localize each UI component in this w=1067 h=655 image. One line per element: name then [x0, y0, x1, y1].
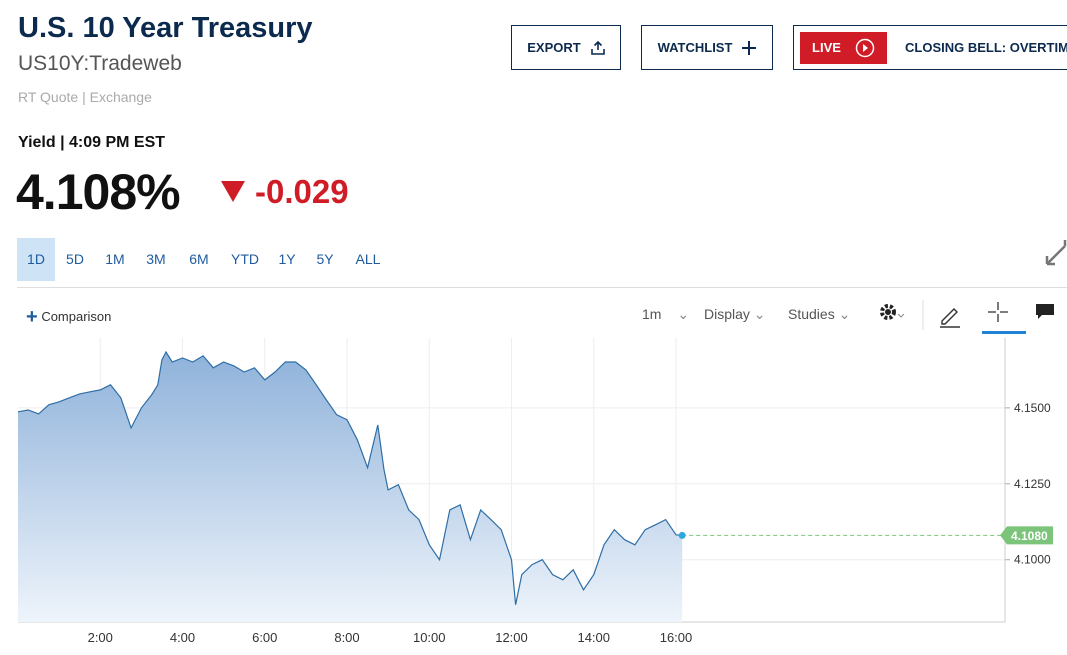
display[interactable]: Display ⌄ [704, 306, 766, 322]
range-button[interactable]: 5D [66, 251, 84, 267]
range-button[interactable]: 1M [105, 251, 125, 267]
x-tick-label: 12:00 [495, 630, 528, 645]
last-point [678, 531, 686, 539]
plus-icon [742, 40, 757, 55]
live-label: LIVE [812, 40, 841, 55]
symbol: US10Y:Tradeweb [18, 52, 182, 75]
x-tick-label: 16:00 [660, 630, 693, 645]
settings-icon[interactable] [880, 304, 905, 320]
play-icon [855, 38, 875, 57]
x-tick-label: 8:00 [334, 630, 359, 645]
comment-icon[interactable] [1036, 304, 1054, 319]
crosshair-icon[interactable] [988, 302, 1008, 322]
x-tick-label: 14:00 [577, 630, 610, 645]
chart: 2:00 4:00 6:00 8:00 10:00 12:00 14:00 16:00 4.10… [17, 338, 1053, 645]
x-tick-label: 4:00 [170, 630, 195, 645]
y-tick-label: 4.1000 [1014, 553, 1051, 567]
range-button[interactable]: 1D [17, 238, 55, 281]
active-tab [982, 331, 1026, 334]
area [18, 352, 683, 622]
expand-icon[interactable] [1044, 238, 1067, 266]
x-tick-label: 6:00 [252, 630, 277, 645]
range-button[interactable]: 5Y [316, 251, 334, 267]
current-label: 4.1080 [1011, 529, 1048, 543]
separator [17, 287, 1067, 288]
quote-type: RT Quote | Exchange [18, 89, 152, 105]
interval[interactable]: 1m ⌄ [642, 306, 690, 322]
tool-icons [880, 300, 1054, 334]
range-button[interactable]: 1Y [278, 251, 296, 267]
studies-label: Studies [788, 306, 835, 322]
x-tick-label: 10:00 [413, 630, 446, 645]
draw-icon[interactable] [940, 308, 960, 328]
range-button[interactable]: YTD [231, 251, 259, 267]
comparison-label: Comparison [41, 309, 112, 324]
export-icon [590, 40, 605, 55]
watchlist-button[interactable]: WATCHLIST [641, 25, 773, 70]
down-arrow [221, 181, 245, 202]
export-label: EXPORT [527, 40, 581, 55]
live-show: CLOSING BELL: OVERTIME [905, 40, 1067, 55]
price: 4.108% [16, 164, 181, 220]
display-label: Display [704, 306, 750, 322]
studies[interactable]: Studies ⌄ [788, 306, 851, 322]
title: U.S. 10 Year Treasury [18, 12, 313, 44]
live-badge: LIVE [800, 31, 887, 64]
change: -0.029 [255, 173, 349, 210]
quote-label: Yield | 4:09 PM EST [18, 134, 166, 151]
range-button[interactable]: 3M [146, 251, 166, 267]
line [17, 350, 683, 605]
comparison[interactable]: + Comparison [26, 306, 112, 328]
live-button[interactable]: LIVE CLOSING BELL: OVERTIME [793, 25, 1067, 70]
range-button[interactable]: 6M [189, 251, 209, 267]
range-button[interactable]: ALL [355, 251, 381, 267]
watchlist-label: WATCHLIST [657, 40, 733, 55]
y-tick-label: 4.1250 [1014, 477, 1051, 491]
x-tick-label: 2:00 [88, 630, 113, 645]
y-tick-label: 4.1500 [1014, 401, 1051, 415]
current-badge [1000, 526, 1053, 545]
export-button[interactable]: EXPORT [511, 25, 621, 70]
interval-label: 1m [642, 306, 662, 322]
